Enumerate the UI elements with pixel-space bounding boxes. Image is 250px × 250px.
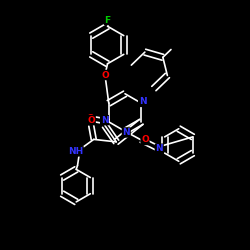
- Text: N: N: [122, 128, 130, 137]
- Text: F: F: [104, 16, 110, 24]
- Text: O: O: [101, 70, 109, 80]
- Text: N: N: [101, 116, 108, 124]
- Text: O: O: [87, 116, 95, 124]
- Text: N: N: [139, 97, 146, 106]
- Text: NH: NH: [68, 147, 83, 156]
- Text: O: O: [87, 114, 94, 122]
- Text: N: N: [156, 144, 163, 153]
- Text: O: O: [141, 136, 149, 144]
